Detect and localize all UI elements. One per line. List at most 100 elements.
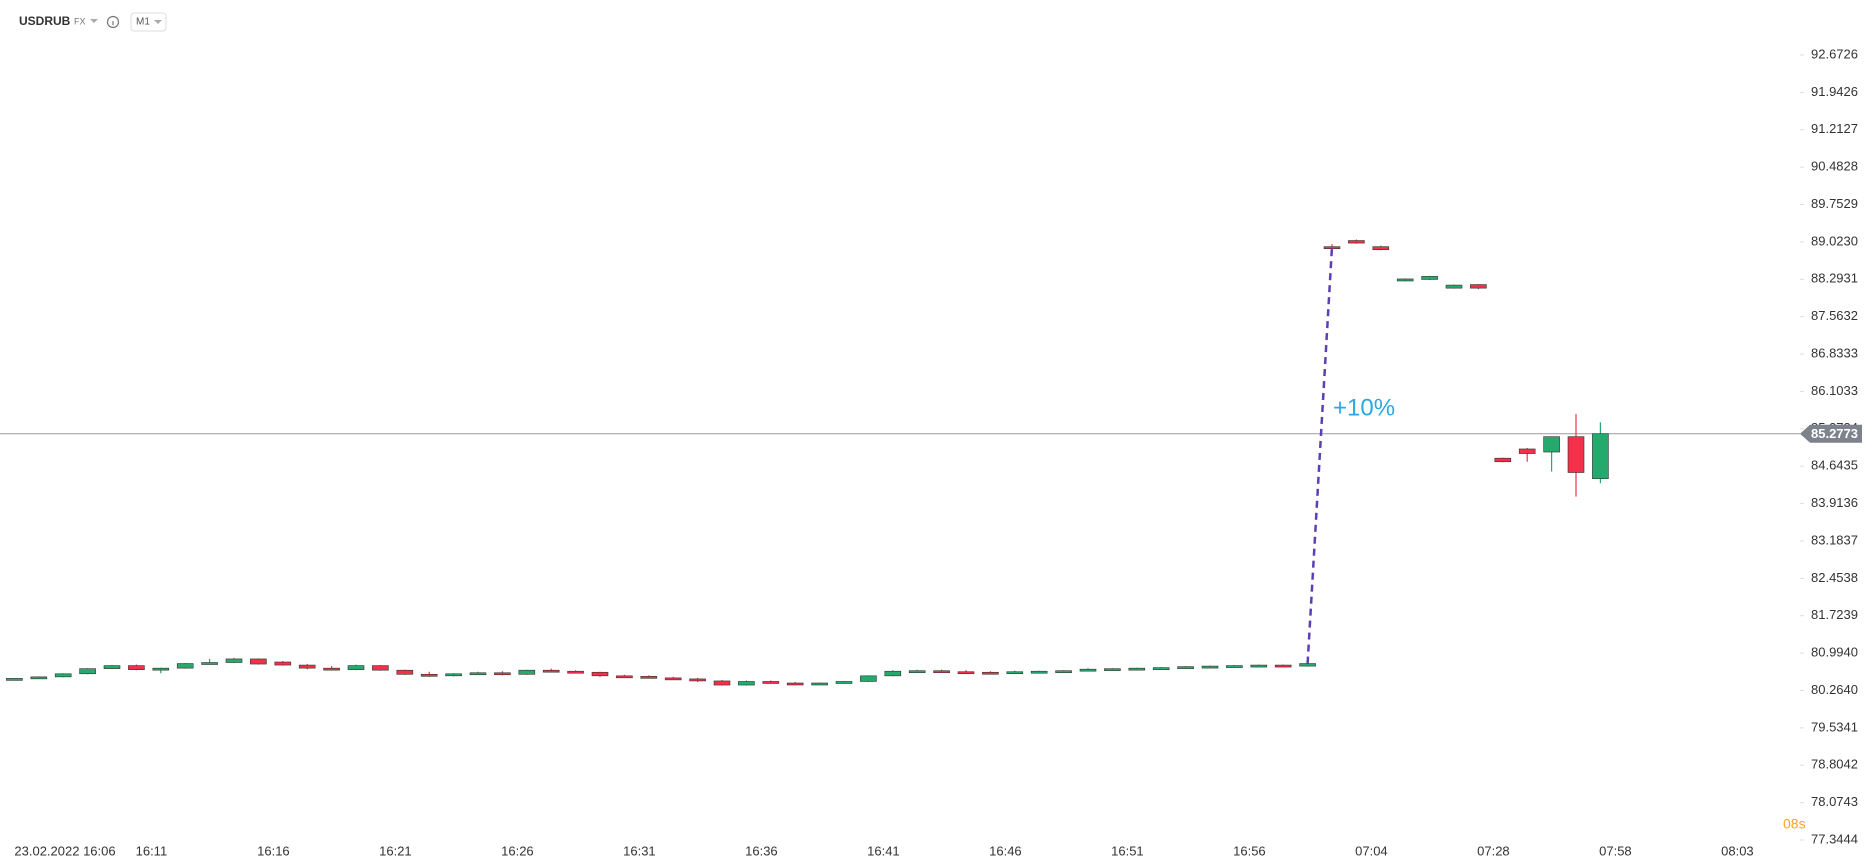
toolbar: USDRUB FX M1 [19,12,167,32]
candle-body [1445,284,1463,289]
candle-body [372,665,389,671]
candle-body [323,667,340,671]
candle-body [1518,448,1536,454]
candle-body [201,662,218,665]
candle-body [762,681,780,684]
candle-body [738,681,755,686]
candle-body [1250,664,1268,668]
price-tag-label: 85.2773 [1811,426,1858,441]
x-tick-label: 16:56 [1233,843,1266,858]
countdown: 08s [1783,816,1806,832]
y-tick-label: 83.9136 [1811,495,1858,510]
interval[interactable]: M1 [136,17,150,28]
y-tick-label: 92.6726 [1811,46,1858,61]
x-tick-label: 16:16 [257,843,290,858]
candle-body [469,672,487,676]
candle-body [1201,665,1219,669]
x-tick-label: 16:36 [745,843,778,858]
market: FX [74,16,86,26]
y-tick-label: 83.1837 [1811,532,1858,547]
candle-body [494,672,511,676]
candle-body [250,658,267,665]
candle-body [664,677,682,681]
candle-body [567,670,584,674]
candle-body [1299,663,1316,667]
candle-body [689,678,706,682]
candle-body [1006,671,1024,675]
y-tick-label: 78.8042 [1811,757,1858,772]
candle-body [79,668,96,675]
y-tick-label: 81.7239 [1811,607,1858,622]
y-tick-label: 86.1033 [1811,383,1858,398]
x-tick-label: 16:41 [867,843,900,858]
y-tick-label: 91.2127 [1811,121,1858,136]
y-tick-label: 82.4538 [1811,570,1858,585]
candle-body [396,669,414,675]
x-tick-label: 07:04 [1355,843,1388,858]
candle-body [54,673,72,678]
x-tick-label: 16:26 [501,843,534,858]
candle-body [1543,436,1560,453]
y-tick-label: 86.8333 [1811,345,1858,360]
interval-box[interactable] [130,12,167,32]
candle-body [933,670,950,674]
y-tick-label: 88.2931 [1811,271,1858,286]
candle-body [860,675,877,682]
annotation: +10% [1333,394,1395,421]
y-tick-label: 77.3444 [1811,831,1858,846]
y-tick-label: 87.5632 [1811,308,1858,323]
y-tick-label: 79.5341 [1811,719,1858,734]
candle-body [957,671,975,675]
y-tick-label: 80.2640 [1811,682,1858,697]
candle-body [908,670,926,674]
interval-dropdown[interactable] [154,20,162,24]
candle-body [152,667,170,671]
candle-body [1372,246,1390,251]
candle-body [1274,664,1292,668]
candle-body [1104,668,1121,671]
candle-body [713,680,731,686]
y-tick-label: 91.9426 [1811,84,1858,99]
y-tick-label: 90.4828 [1811,159,1858,174]
x-tick-label: 23.02.2022 16:06 [14,843,115,858]
candle-body [1470,284,1487,289]
y-tick-label: 89.0230 [1811,233,1858,248]
candle-body [274,661,292,666]
x-tick-label: 16:46 [989,843,1022,858]
x-tick-label: 16:31 [623,843,656,858]
candle-body [786,682,804,686]
market-dropdown[interactable] [90,19,98,23]
candle-body [1226,665,1243,668]
y-tick-label: 89.7529 [1811,196,1858,211]
candle-body [1128,667,1146,671]
info-icon[interactable] [106,15,120,29]
x-tick-label: 16:11 [136,843,168,858]
candle-body [591,671,609,677]
candle-body [1177,666,1194,669]
candle-body [1055,670,1072,674]
candle-body [1567,436,1585,473]
candle-body [30,676,48,680]
candle-body [884,670,902,677]
candle-body [616,675,633,679]
x-tick-label: 07:58 [1599,843,1632,858]
candle-body [1152,667,1170,670]
candle-body [103,665,121,669]
y-tick-label: 84.6435 [1811,458,1858,473]
price-tag [1800,424,1862,443]
candle-body [347,665,365,670]
candle-body [128,665,145,670]
jump-line [1306,246,1334,664]
candle-body [1079,668,1097,672]
symbol[interactable]: USDRUB [19,14,71,28]
candle-body [1592,433,1609,479]
candle-body [1396,278,1414,282]
candle-body [640,676,658,679]
x-tick-label: 16:21 [379,843,412,858]
candle-body [1348,240,1365,244]
candle-body [1421,276,1438,280]
candle-body [542,669,560,673]
candle-body [1494,457,1512,463]
candle-body [982,671,999,675]
